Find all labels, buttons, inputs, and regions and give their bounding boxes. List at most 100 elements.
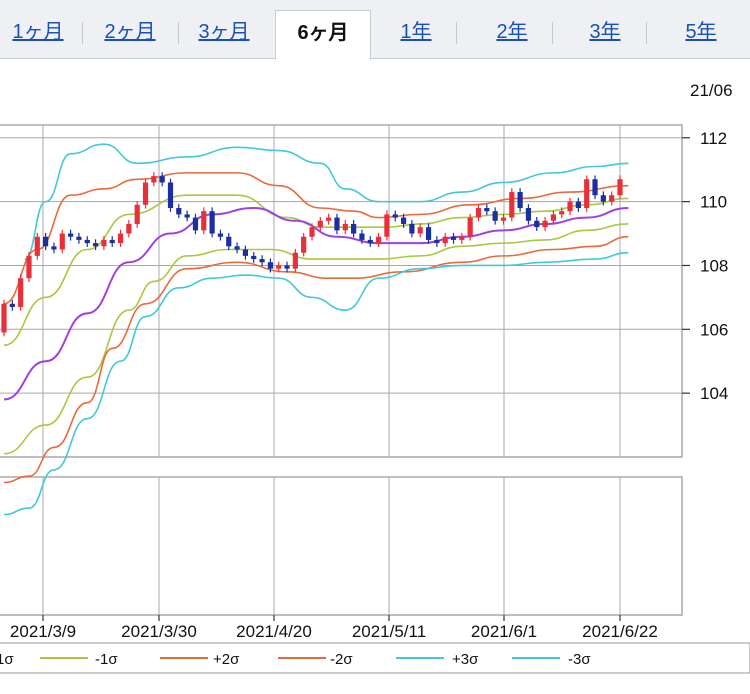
y-tick-label: 104 — [700, 384, 728, 403]
y-tick-label: 106 — [700, 320, 728, 339]
tab-6[interactable]: 2年 — [496, 21, 528, 43]
tab-1[interactable]: 1ヶ月 — [12, 21, 64, 43]
candle-body — [259, 259, 265, 263]
candle-body — [417, 227, 423, 234]
x-tick-label: 2021/6/1 — [471, 622, 537, 641]
candle-body — [559, 211, 565, 215]
x-tick-label: 2021/3/30 — [121, 622, 197, 641]
candle-body — [550, 214, 557, 221]
tab-7[interactable]: 3年 — [589, 21, 621, 43]
candle-body — [575, 201, 581, 208]
candle-body — [159, 176, 165, 183]
candle-body — [201, 211, 207, 231]
candle-body — [26, 255, 32, 279]
band-m3 — [3, 251, 629, 516]
legend-label: -2σ — [330, 651, 353, 668]
lower-panel-frame — [0, 476, 683, 616]
tab-8[interactable]: 5年 — [685, 21, 717, 43]
candle-body — [600, 195, 606, 202]
candle-body — [92, 243, 99, 247]
candle-body — [384, 214, 390, 237]
candle-body — [567, 201, 573, 212]
band-ma — [3, 206, 629, 401]
legend-label: -3σ — [568, 651, 591, 668]
band-m2 — [3, 235, 629, 484]
candle-body — [184, 214, 190, 218]
tab-3[interactable]: 3ヶ月 — [198, 21, 250, 43]
candle-body — [592, 179, 598, 196]
candle-body — [226, 236, 232, 247]
candle-body — [609, 195, 615, 202]
candle-body — [375, 236, 382, 244]
candle-body — [234, 246, 240, 250]
x-tick-label: 2021/3/9 — [10, 622, 76, 641]
chart-axes: 104 106 108 110 112 2021/3/9 2021/3/30 2021/4/2… — [10, 129, 728, 641]
candle-body — [292, 252, 298, 269]
candle-body — [101, 239, 107, 247]
candle-body — [617, 179, 623, 196]
band-p1 — [3, 194, 629, 347]
legend-label: +2σ — [213, 651, 240, 668]
candle-body — [326, 217, 332, 221]
candle-body — [584, 179, 590, 208]
candle-body — [192, 217, 199, 231]
legend-label: +3σ — [452, 651, 479, 668]
y-tick-label: 112 — [700, 129, 727, 148]
chart-legend: 1σ -1σ +2σ -2σ +3σ -3σ — [0, 642, 750, 674]
candle-body — [475, 208, 482, 218]
legend-label: 1σ — [0, 651, 14, 668]
candle-body — [151, 176, 157, 183]
y-tick-label: 108 — [700, 256, 728, 275]
candle-body — [351, 223, 357, 234]
candle-body — [67, 233, 74, 237]
candle-body — [484, 208, 490, 212]
candle-body — [134, 204, 140, 224]
chart-grid — [0, 124, 683, 616]
candle-body — [534, 220, 540, 228]
candle-body — [126, 223, 132, 234]
candle-body — [409, 223, 415, 234]
candle-body — [176, 208, 182, 215]
candle-body — [367, 239, 373, 244]
tab-5[interactable]: 1年 — [400, 21, 432, 43]
candle-body — [76, 236, 82, 240]
candle-body — [400, 217, 407, 224]
band-p2 — [3, 172, 629, 305]
candle-body — [492, 211, 498, 221]
candle-body — [467, 217, 473, 237]
candle-body — [251, 255, 257, 260]
candle-body — [84, 239, 90, 244]
candle-body — [9, 303, 15, 307]
bollinger-bands — [3, 143, 629, 516]
tab-2[interactable]: 2ヶ月 — [104, 21, 156, 43]
tab-separator — [552, 22, 553, 44]
candle-body — [342, 223, 348, 231]
candle-body — [525, 208, 532, 221]
candle-body — [442, 236, 448, 244]
tab-separator — [456, 22, 457, 44]
candle-body — [542, 220, 548, 228]
tab-4[interactable]: 6ヶ月 — [275, 10, 371, 60]
candle-body — [142, 182, 149, 205]
candle-body — [59, 233, 65, 250]
candle-body — [18, 278, 24, 307]
x-tick-label: 2021/5/11 — [352, 622, 426, 641]
legend-label: -1σ — [95, 651, 118, 668]
candle-body — [117, 233, 124, 244]
x-tick-label: 2021/6/22 — [582, 622, 658, 641]
candle-body — [109, 239, 115, 244]
candle-body — [167, 182, 174, 208]
candle-body — [392, 214, 398, 218]
band-m1 — [3, 223, 629, 455]
candle-body — [217, 233, 224, 237]
candle-body — [301, 236, 307, 253]
candle-body — [51, 246, 57, 250]
main-panel-frame — [0, 124, 683, 458]
candle-body — [267, 262, 273, 269]
legend-box — [0, 642, 750, 674]
tab-separator — [646, 22, 647, 44]
candle-body — [434, 239, 440, 244]
candle-body — [1, 303, 7, 333]
band-p3 — [24, 143, 629, 260]
